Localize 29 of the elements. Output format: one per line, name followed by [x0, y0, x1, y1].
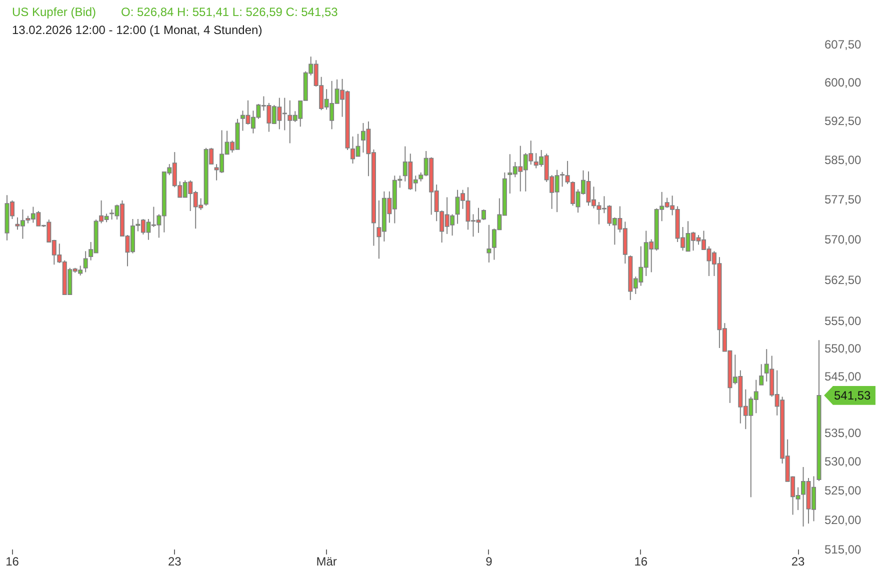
y-tick-label: 535,00 [824, 426, 862, 440]
x-tick-label: 16 [634, 554, 648, 568]
x-tick-label: 9 [486, 554, 493, 568]
y-tick-label: 545,00 [824, 369, 862, 384]
y-tick-label: 555,00 [824, 314, 862, 328]
chart-subtitle: 13.02.2026 12:00 - 12:00 (1 Monat, 4 Stunden) [12, 23, 262, 37]
candlestick [759, 364, 764, 386]
y-tick-label: 577,50 [824, 192, 862, 206]
y-tick-label: 525,00 [824, 484, 862, 498]
y-tick-label: 607,50 [824, 38, 862, 52]
y-tick-label: 585,00 [824, 152, 862, 167]
y-tick-label: 600,00 [824, 75, 862, 90]
text: 541,53 [834, 388, 872, 402]
x-tick-label: Mär [316, 554, 337, 568]
x-tick-label: 23 [168, 554, 182, 568]
text: O: 526,84 H: 551,41 L: 526,59 C: 541,53 [121, 5, 338, 19]
candlestick [481, 208, 486, 221]
y-tick-label: 562,50 [824, 272, 862, 287]
candlestick [486, 224, 492, 263]
y-tick-label: 530,00 [824, 454, 862, 469]
y-tick-label: 520,00 [824, 512, 862, 527]
y-tick-label: 570,00 [824, 232, 862, 246]
y-tick-label: 592,50 [824, 114, 862, 128]
candlestick [83, 250, 88, 273]
y-tick-label: 550,00 [824, 341, 862, 356]
y-tick-label: 515,00 [824, 542, 862, 556]
x-tick-label: 23 [791, 554, 806, 568]
chart-title: US Kupfer (Bid) [12, 5, 96, 19]
x-tick-label: 16 [6, 554, 20, 568]
